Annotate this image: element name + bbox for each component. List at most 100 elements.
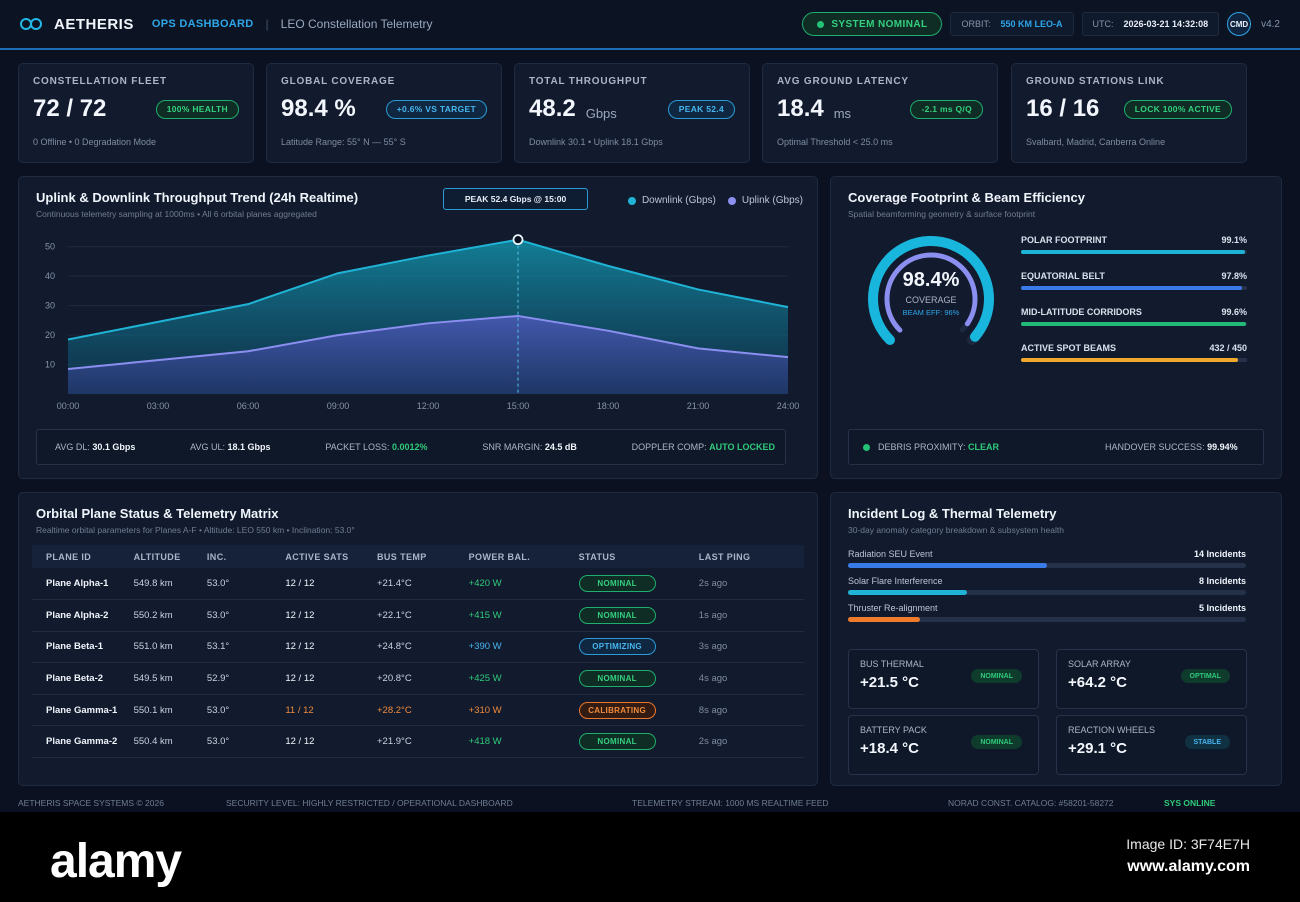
thermal-card[interactable]: BATTERY PACK +18.4 °C NOMINAL xyxy=(848,715,1039,775)
image-id: Image ID: 3F74E7H xyxy=(1126,836,1250,852)
column-header[interactable]: ALTITUDE xyxy=(119,545,193,568)
incident-category[interactable]: Solar Flare Interference 8 Incidents xyxy=(848,576,1246,595)
kpi-card[interactable]: GLOBAL COVERAGE 98.4 % +0.6% VS TARGET Lati… xyxy=(266,63,502,163)
stat-doppler: DOPPLER COMP: AUTO LOCKED xyxy=(632,442,775,452)
table-row[interactable]: Plane Gamma-1 550.1 km 53.0° 11 / 12 +28.2°C… xyxy=(32,694,804,727)
kpi-card[interactable]: TOTAL THROUGHPUT 48.2 Gbps PEAK 52.4 Downlin… xyxy=(514,63,750,163)
cell-last-ping: 1s ago xyxy=(684,599,804,632)
table-row[interactable]: Plane Alpha-2 550.2 km 53.0° 12 / 12 +22.1°C… xyxy=(32,599,804,632)
system-status-text: SYSTEM NOMINAL xyxy=(831,18,928,30)
thermal-card[interactable]: REACTION WHEELS +29.1 °C STABLE xyxy=(1056,715,1247,775)
column-header[interactable]: POWER BAL. xyxy=(454,545,565,568)
legend-downlink[interactable]: Downlink (Gbps) xyxy=(627,195,716,206)
cell-power-balance: +310 W xyxy=(454,694,565,727)
column-header[interactable]: ACTIVE SATS xyxy=(271,545,363,568)
column-header[interactable]: LAST PING xyxy=(684,545,804,568)
y-tick-label: 30 xyxy=(45,301,55,311)
coverage-metric-fill xyxy=(1021,250,1245,254)
coverage-metric-label: ACTIVE SPOT BEAMS xyxy=(1021,343,1117,353)
coverage-footer: DEBRIS PROXIMITY: CLEAR HANDOVER SUCCESS… xyxy=(848,429,1264,465)
version-label: v4.2 xyxy=(1261,18,1280,30)
cell-altitude: 549.8 km xyxy=(119,568,193,601)
x-tick-label: 24:00 xyxy=(777,401,800,411)
coverage-metric-label: EQUATORIAL BELT xyxy=(1021,271,1105,281)
cell-power-balance: +390 W xyxy=(454,631,565,664)
thermal-badge: NOMINAL xyxy=(971,735,1022,749)
system-status-badge[interactable]: SYSTEM NOMINAL xyxy=(802,12,943,36)
gauge-sub: BEAM EFF: 96% xyxy=(902,308,960,317)
debris-value: CLEAR xyxy=(968,442,1000,452)
status-badge: NOMINAL xyxy=(578,670,656,688)
incident-fill xyxy=(848,590,968,595)
logo[interactable]: AETHERIS xyxy=(20,16,134,33)
coverage-title: Coverage Footprint & Beam Efficiency xyxy=(848,190,1085,205)
kpi-card[interactable]: CONSTELLATION FLEET 72 / 72 100% HEALTH 0 O… xyxy=(18,63,254,163)
cell-last-ping: 2s ago xyxy=(684,725,804,759)
orbital-panel: Orbital Plane Status & Telemetry Matrix … xyxy=(18,492,818,786)
series-line-downlink[interactable] xyxy=(67,238,789,341)
utc-label: UTC: xyxy=(1092,19,1114,29)
y-tick-label: 40 xyxy=(45,271,55,281)
utc-clock: UTC: 2026-03-21 14:32:08 xyxy=(1081,12,1220,36)
kpi-label: TOTAL THROUGHPUT xyxy=(529,76,648,87)
watermark-url: www.alamy.com xyxy=(1127,858,1250,875)
table-row[interactable]: Plane Beta-1 551.0 km 53.1° 12 / 12 +24.8°C +… xyxy=(32,631,804,664)
cmd-button[interactable]: CMD xyxy=(1227,12,1252,36)
footer-catalog: NORAD CONST. CATALOG: #58201-58272 xyxy=(948,798,1114,808)
throughput-chart[interactable]: 10 20 30 40 50 00:00 03:00 06:00 09:00 12:00 15:00… xyxy=(33,224,803,419)
column-header[interactable]: INC. xyxy=(192,545,272,568)
kpi-badge: -2.1 ms Q/Q xyxy=(910,99,983,119)
x-tick-label: 06:00 xyxy=(237,401,260,411)
legend-downlink-swatch xyxy=(627,196,636,205)
table-row[interactable]: Plane Gamma-2 550.4 km 53.0° 12 / 12 +21.9°C… xyxy=(32,725,804,759)
status-badge: OPTIMIZING xyxy=(578,638,656,656)
incident-title: Incident Log & Thermal Telemetry xyxy=(848,506,1057,521)
cell-active-sats: 12 / 12 xyxy=(271,662,363,695)
table-row[interactable]: Plane Beta-2 549.5 km 52.9° 12 / 12 +20.8°C +… xyxy=(32,662,804,695)
coverage-panel: Coverage Footprint & Beam Efficiency Spa… xyxy=(830,176,1282,479)
footer-stream: TELEMETRY STREAM: 1000 MS REALTIME FEED xyxy=(632,798,829,808)
cell-plane-id: Plane Alpha-1 xyxy=(32,568,120,601)
kpi-label: GLOBAL COVERAGE xyxy=(281,76,396,87)
cell-bus-temp: +24.8°C xyxy=(362,631,455,664)
coverage-metric-track xyxy=(1021,250,1247,254)
debris-dot-icon xyxy=(863,443,870,451)
incident-category[interactable]: Radiation SEU Event 14 Incidents xyxy=(848,549,1246,568)
incident-track xyxy=(848,563,1246,568)
thermal-card[interactable]: SOLAR ARRAY +64.2 °C OPTIMAL xyxy=(1056,649,1247,709)
nav-ops-dashboard[interactable]: OPS DASHBOARD xyxy=(151,18,254,30)
kpi-footnote: Svalbard, Madrid, Canberra Online xyxy=(1026,137,1166,147)
incident-category[interactable]: Thruster Re-alignment 5 Incidents xyxy=(848,603,1246,622)
gauge-readout: 98.4% COVERAGE BEAM EFF: 96% xyxy=(861,269,1001,317)
footer-security: SECURITY LEVEL: HIGHLY RESTRICTED / OPER… xyxy=(226,798,513,808)
kpi-footnote: Optimal Threshold < 25.0 ms xyxy=(777,137,893,147)
x-tick-label: 15:00 xyxy=(507,401,530,411)
cell-last-ping: 3s ago xyxy=(684,631,804,664)
kpi-card[interactable]: AVG GROUND LATENCY 18.4 ms -2.1 ms Q/Q Optim… xyxy=(762,63,998,163)
brand-name: AETHERIS xyxy=(54,15,134,33)
stat-doppler-value: AUTO LOCKED xyxy=(709,442,775,452)
cell-inclination: 53.0° xyxy=(192,725,272,759)
kpi-unit: Gbps xyxy=(585,105,617,121)
column-header[interactable]: BUS TEMP xyxy=(362,545,455,568)
thermal-label: BUS THERMAL xyxy=(860,659,924,669)
footer-copyright: AETHERIS SPACE SYSTEMS © 2026 xyxy=(18,798,164,808)
column-header[interactable]: PLANE ID xyxy=(32,545,120,568)
thermal-card[interactable]: BUS THERMAL +21.5 °C NOMINAL xyxy=(848,649,1039,709)
table-row[interactable]: Plane Alpha-1 549.8 km 53.0° 12 / 12 +21.4°C… xyxy=(32,568,804,601)
peak-point[interactable] xyxy=(512,234,524,246)
kpi-card[interactable]: GROUND STATIONS LINK 16 / 16 LOCK 100% ACT… xyxy=(1011,63,1247,163)
status-badge: CALIBRATING xyxy=(578,701,656,719)
column-header[interactable]: STATUS xyxy=(564,545,685,568)
kpi-value: 16 / 16 xyxy=(1026,95,1100,122)
throughput-subtitle: Continuous telemetry sampling at 1000ms … xyxy=(36,209,317,219)
series-line-uplink[interactable] xyxy=(67,314,789,370)
coverage-metric-head: POLAR FOOTPRINT 99.1% xyxy=(1021,235,1247,245)
footer: AETHERIS SPACE SYSTEMS © 2026 SECURITY L… xyxy=(0,795,1300,811)
legend-uplink[interactable]: Uplink (Gbps) xyxy=(727,195,803,206)
cell-power-balance: +420 W xyxy=(454,568,565,601)
stat-packet-loss-label: PACKET LOSS: xyxy=(325,442,390,452)
cell-status: NOMINAL xyxy=(564,662,685,695)
cell-plane-id: Plane Beta-1 xyxy=(32,631,120,664)
cell-altitude: 550.1 km xyxy=(119,694,193,727)
